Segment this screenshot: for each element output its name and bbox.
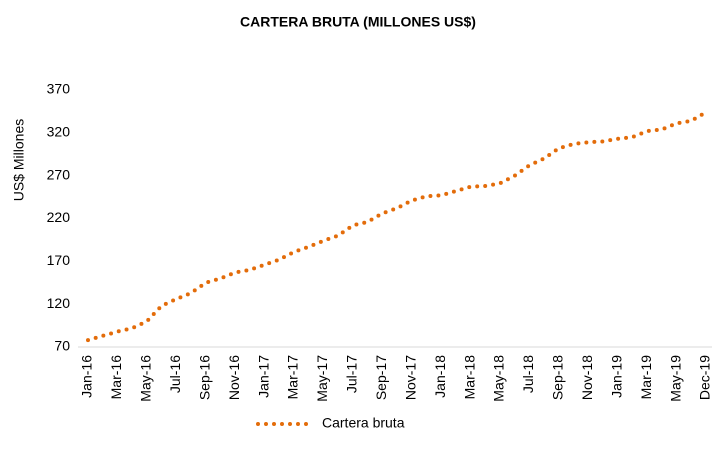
- x-tick-label: Jul-17: [344, 355, 360, 393]
- chart-title: CARTERA BRUTA (MILLONES US$): [240, 14, 476, 30]
- x-tick-label: May-18: [491, 355, 507, 402]
- y-tick-label: 170: [47, 252, 71, 268]
- x-tick-label: Sep-16: [196, 355, 212, 400]
- x-tick-label: Jan-18: [432, 355, 448, 398]
- x-tick-label: Nov-18: [579, 355, 595, 400]
- y-tick-label: 220: [47, 209, 71, 225]
- x-tick-label: Mar-16: [108, 355, 124, 400]
- x-tick-label: Jan-16: [79, 355, 95, 398]
- x-tick-label: Jul-18: [520, 355, 536, 393]
- y-tick-label: 120: [47, 295, 71, 311]
- x-tick-label: Nov-17: [402, 355, 418, 400]
- legend-label: Cartera bruta: [322, 415, 405, 431]
- x-tick-label: Dec-19: [697, 355, 713, 400]
- x-tick-label: Sep-17: [373, 355, 389, 400]
- data-line: [86, 110, 708, 343]
- x-tick-label: May-17: [314, 355, 330, 402]
- x-tick-label: Jan-17: [255, 355, 271, 398]
- y-tick-label: 320: [47, 124, 71, 140]
- x-tick-label: Mar-19: [638, 355, 654, 400]
- x-tick-label: Nov-16: [226, 355, 242, 400]
- y-tick-label: 370: [47, 81, 71, 97]
- x-tick-label: Sep-18: [550, 355, 566, 400]
- x-tick-label: May-16: [138, 355, 154, 402]
- y-tick-label: 270: [47, 166, 71, 182]
- x-tick-label: May-19: [667, 355, 683, 402]
- x-tick-label: Mar-18: [461, 355, 477, 400]
- x-tick-label: Mar-17: [285, 355, 301, 400]
- x-tick-label: Jan-19: [608, 355, 624, 398]
- y-tick-label: 70: [54, 338, 70, 354]
- y-axis-label: US$ Millones: [11, 119, 27, 201]
- x-tick-label: Jul-16: [167, 355, 183, 393]
